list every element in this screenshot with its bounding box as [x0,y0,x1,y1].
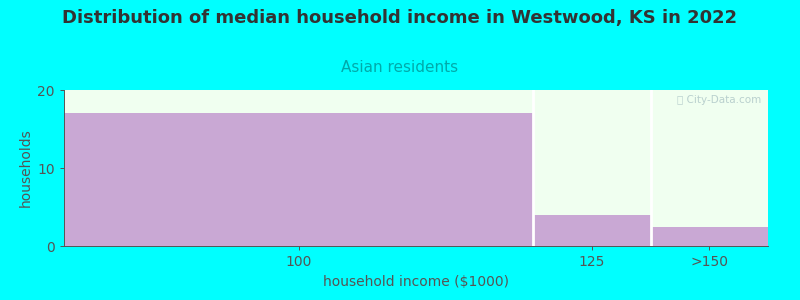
Bar [650,226,768,246]
Text: Distribution of median household income in Westwood, KS in 2022: Distribution of median household income … [62,9,738,27]
Text: Asian residents: Asian residents [342,60,458,75]
Text: Ⓢ City-Data.com: Ⓢ City-Data.com [677,95,761,105]
Bar [534,215,650,246]
X-axis label: household income ($1000): household income ($1000) [323,274,509,289]
Bar [64,113,534,246]
Y-axis label: households: households [19,129,33,207]
